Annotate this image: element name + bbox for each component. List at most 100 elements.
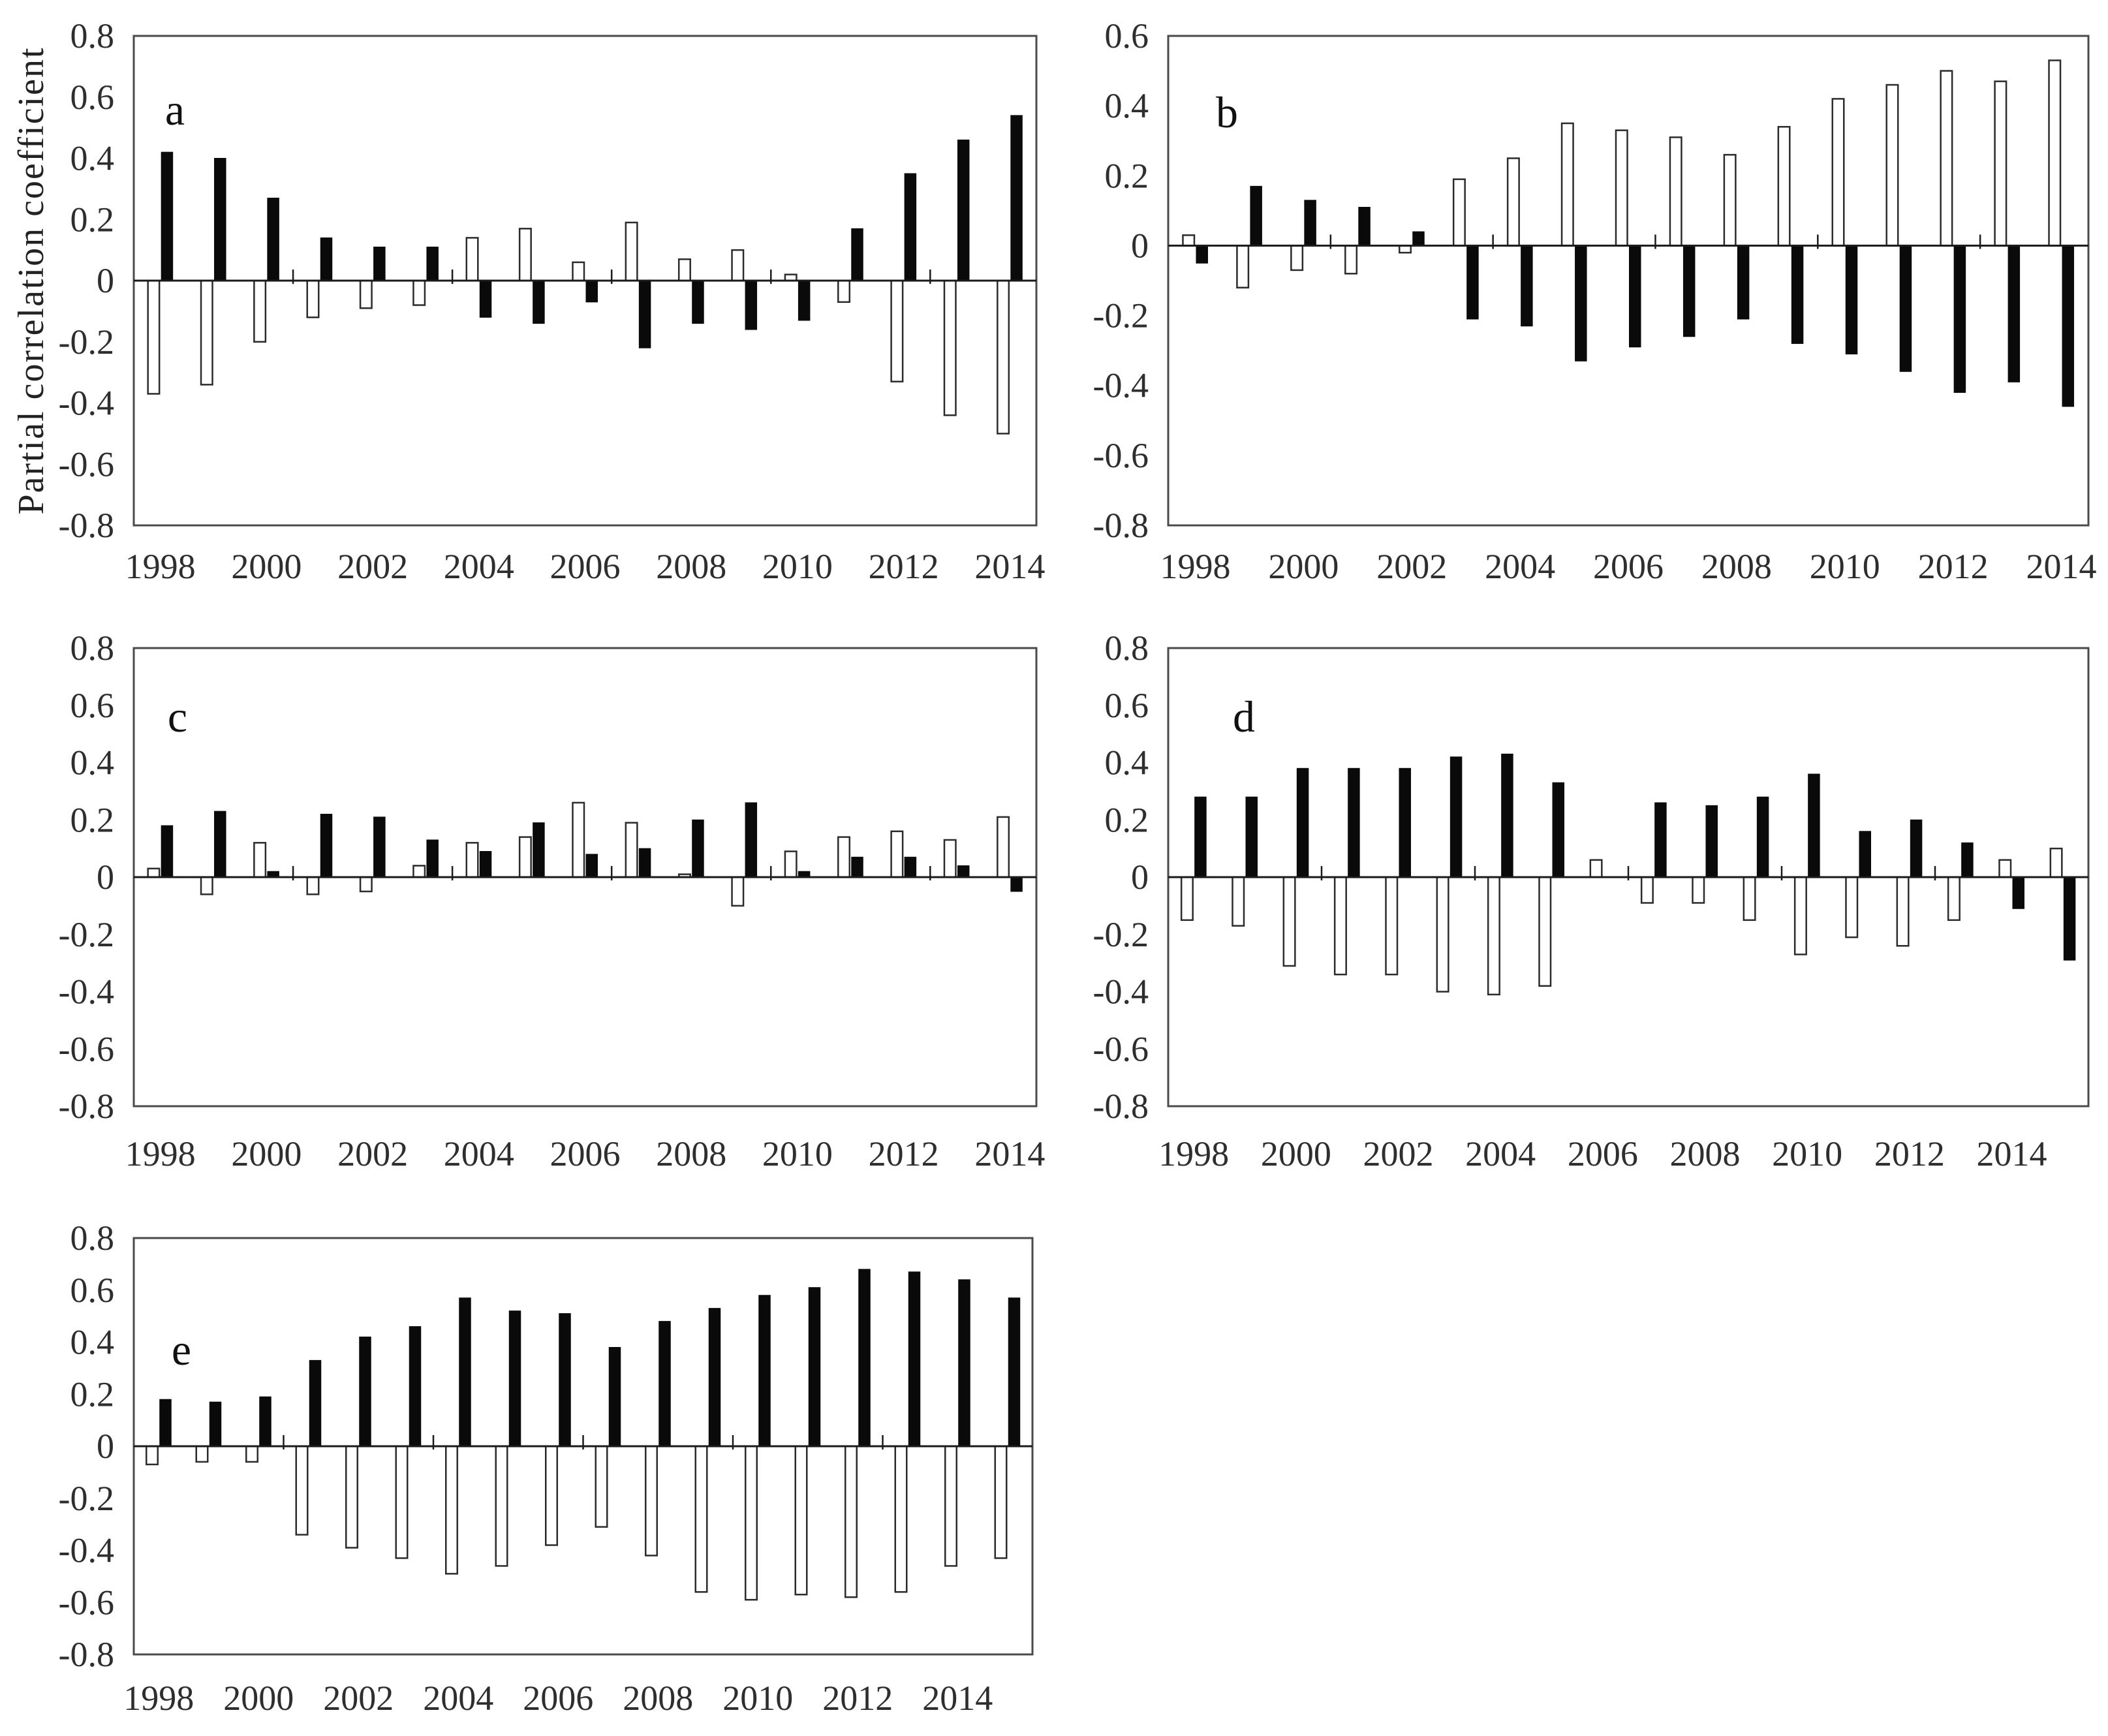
bar-black-2002 xyxy=(359,1337,371,1447)
x-tick-label: 2012 xyxy=(822,1679,893,1718)
panel-label-e: e xyxy=(172,1325,191,1374)
bar-black-2002 xyxy=(373,816,386,878)
bar-black-2009 xyxy=(745,280,758,330)
y-tick-label: 0 xyxy=(97,261,114,300)
bar-white-2011 xyxy=(837,836,851,878)
x-tick-label: 2008 xyxy=(1701,547,1772,586)
x-tick-label: 2000 xyxy=(231,547,302,586)
x-tick-label: 2006 xyxy=(550,547,621,586)
bar-white-2000 xyxy=(245,1445,258,1463)
x-tick-label: 2012 xyxy=(869,547,939,586)
y-tick-label: -0.4 xyxy=(1093,972,1149,1012)
y-tick-label: -0.6 xyxy=(59,444,114,484)
x-tick-label: 2002 xyxy=(1363,1134,1434,1173)
bar-white-2013 xyxy=(943,279,957,416)
x-tick-label: 2006 xyxy=(523,1679,593,1718)
x-tick-label: 2012 xyxy=(1874,1134,1945,1173)
bar-white-2011 xyxy=(794,1445,808,1596)
bar-black-2008 xyxy=(1705,805,1718,878)
bar-black-2011 xyxy=(1899,245,1912,372)
x-tick-label: 2010 xyxy=(722,1679,793,1718)
y-tick-label: 0.2 xyxy=(1105,800,1149,839)
y-tick-label: -0.6 xyxy=(59,1029,114,1068)
y-tick-label: 0 xyxy=(1131,858,1149,897)
bar-black-1998 xyxy=(1194,796,1207,878)
y-tick-label: 0.8 xyxy=(1105,628,1149,668)
bar-black-2008 xyxy=(659,1321,671,1447)
bar-black-2003 xyxy=(409,1326,422,1447)
bar-white-1999 xyxy=(1236,245,1250,288)
bar-black-2006 xyxy=(1629,245,1641,348)
bar-white-2002 xyxy=(1385,876,1399,976)
bar-white-2000 xyxy=(253,842,267,878)
bar-white-2004 xyxy=(465,237,479,282)
bar-black-2011 xyxy=(1859,831,1871,878)
bar-white-2012 xyxy=(890,830,904,878)
bar-black-1998 xyxy=(1196,245,1208,264)
bar-white-1998 xyxy=(146,1445,159,1466)
bar-white-1999 xyxy=(1232,876,1245,927)
x-tick-label: 2002 xyxy=(337,1134,408,1173)
y-tick-label: -0.6 xyxy=(1093,1029,1149,1068)
bar-black-2014 xyxy=(1010,876,1023,892)
x-tick-label: 2002 xyxy=(1376,547,1447,586)
y-tick-label: -0.2 xyxy=(59,915,114,954)
bar-black-2013 xyxy=(957,865,970,878)
bar-black-2001 xyxy=(1348,767,1360,878)
bar-white-2004 xyxy=(465,842,479,878)
bar-white-2003 xyxy=(412,279,426,306)
y-tick-label: -0.2 xyxy=(1093,296,1149,335)
y-tick-label: -0.6 xyxy=(59,1583,114,1622)
y-tick-label: -0.8 xyxy=(59,1087,114,1126)
y-tick-label: -0.4 xyxy=(1093,366,1149,405)
bar-black-2005 xyxy=(508,1310,521,1447)
bar-black-2013 xyxy=(2007,245,2021,382)
bar-black-2000 xyxy=(1304,200,1316,246)
bar-black-2005 xyxy=(1552,782,1564,878)
bar-black-2003 xyxy=(426,246,439,281)
bar-black-2000 xyxy=(1296,767,1309,878)
bar-black-2012 xyxy=(1910,819,1923,878)
bar-black-2006 xyxy=(559,1313,571,1447)
y-tick-label: 0.2 xyxy=(70,1374,115,1414)
bar-white-2005 xyxy=(518,228,532,282)
bar-white-1998 xyxy=(1180,876,1194,922)
bar-black-2010 xyxy=(758,1295,771,1447)
y-tick-label: 0.4 xyxy=(1105,86,1149,125)
x-tick-label: 2014 xyxy=(922,1679,993,1718)
bar-white-2002 xyxy=(345,1445,358,1549)
bar-white-2006 xyxy=(1615,129,1628,247)
y-tick-label: 0.4 xyxy=(70,139,115,178)
y-tick-label: -0.8 xyxy=(1093,506,1149,545)
y-tick-label: 0.6 xyxy=(1105,686,1149,725)
y-tick-label: 0.4 xyxy=(70,1323,115,1362)
bar-black-2002 xyxy=(1412,231,1425,246)
bar-white-2014 xyxy=(944,1445,957,1567)
bar-black-1998 xyxy=(159,1399,172,1447)
bar-white-2011 xyxy=(1845,876,1859,938)
bar-black-2004 xyxy=(1501,753,1513,878)
bar-white-2015 xyxy=(994,1445,1008,1559)
x-tick-label: 2014 xyxy=(1977,1134,2047,1173)
bar-black-2004 xyxy=(459,1297,471,1447)
bar-black-2007 xyxy=(638,848,651,878)
x-tick-label: 2000 xyxy=(223,1679,294,1718)
bar-white-2001 xyxy=(306,876,320,895)
x-tick-label: 2004 xyxy=(1485,547,1555,586)
bar-white-1998 xyxy=(147,867,161,878)
bar-white-2014 xyxy=(2048,59,2062,247)
bar-black-1999 xyxy=(214,811,226,878)
x-tick-label: 2014 xyxy=(974,547,1045,586)
bar-white-2010 xyxy=(1793,876,1807,955)
bar-black-2008 xyxy=(692,280,704,324)
bar-black-1999 xyxy=(1245,796,1258,878)
bar-black-1999 xyxy=(214,158,226,281)
y-tick-label: 0.4 xyxy=(70,743,115,783)
bar-white-2008 xyxy=(645,1445,658,1557)
bar-white-2001 xyxy=(295,1445,309,1536)
panel-b: 0.6 0.4 0.2 0 -0.2 -0.4 -0.6 -0.8 1998 2000 2002 20… xyxy=(1093,16,2097,586)
y-tick-label: -0.4 xyxy=(59,384,114,423)
bar-black-2002 xyxy=(1399,767,1411,878)
bar-black-2006 xyxy=(585,854,598,878)
